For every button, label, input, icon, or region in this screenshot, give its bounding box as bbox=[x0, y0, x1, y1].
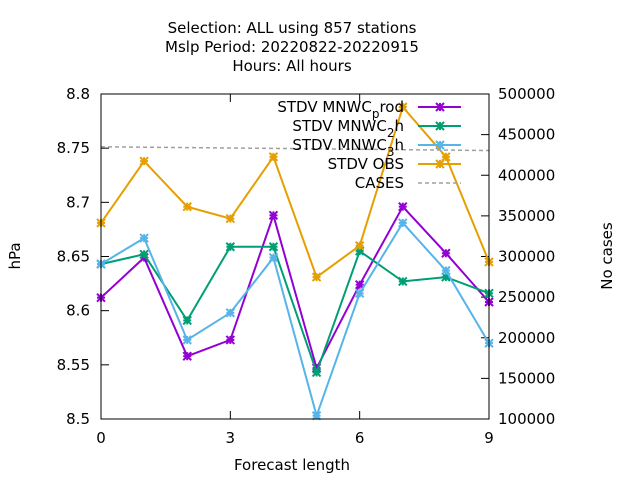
y2-tick-label: 200000 bbox=[498, 329, 555, 347]
y-axis-label: hPa bbox=[6, 242, 24, 269]
series-line bbox=[100, 221, 490, 420]
y-tick-label: 8.6 bbox=[66, 302, 90, 320]
y2-tick-label: 450000 bbox=[498, 126, 555, 144]
y2-tick-label: 100000 bbox=[498, 410, 555, 428]
title-line-2: Mslp Period: 20220822-20220915 bbox=[165, 38, 419, 56]
x-tick-label: 0 bbox=[96, 429, 106, 447]
y2-tick-label: 300000 bbox=[498, 248, 555, 266]
legend-label: STDV MNWC2h bbox=[292, 117, 404, 140]
series bbox=[100, 146, 490, 152]
y-tick-label: 8.55 bbox=[57, 356, 90, 374]
legend-label: STDV MNWC3h bbox=[292, 136, 404, 159]
series-layer bbox=[96, 102, 494, 421]
series-line bbox=[100, 205, 490, 371]
chart-title: Selection: ALL using 857 stations Mslp P… bbox=[165, 19, 419, 75]
y-tick-label: 8.65 bbox=[57, 248, 90, 266]
plot-frame bbox=[100, 93, 490, 420]
series-line bbox=[100, 245, 490, 376]
series-line bbox=[100, 146, 490, 152]
series-line bbox=[100, 104, 490, 279]
y-tick-label: 8.7 bbox=[66, 193, 90, 211]
y2-tick-label: 150000 bbox=[498, 369, 555, 387]
title-line-1: Selection: ALL using 857 stations bbox=[168, 19, 417, 37]
y2-tick-label: 350000 bbox=[498, 207, 555, 225]
y2-tick-label: 500000 bbox=[498, 85, 555, 103]
series bbox=[96, 218, 494, 421]
y-tick-label: 8.8 bbox=[66, 85, 90, 103]
y2-tick-label: 400000 bbox=[498, 166, 555, 184]
x-tick-label: 9 bbox=[484, 429, 494, 447]
series bbox=[96, 242, 494, 378]
y-tick-label: 8.5 bbox=[66, 410, 90, 428]
y2-axis-label: No cases bbox=[598, 222, 616, 290]
y-tick-label: 8.75 bbox=[57, 139, 90, 157]
x-tick-label: 6 bbox=[355, 429, 365, 447]
x-axis-label: Forecast length bbox=[234, 456, 350, 474]
series bbox=[96, 201, 494, 373]
legend-label: STDV OBS bbox=[328, 155, 404, 173]
title-line-3: Hours: All hours bbox=[232, 57, 351, 75]
x-tick-label: 3 bbox=[226, 429, 236, 447]
legend-label: CASES bbox=[355, 174, 404, 192]
y2-tick-label: 250000 bbox=[498, 288, 555, 306]
